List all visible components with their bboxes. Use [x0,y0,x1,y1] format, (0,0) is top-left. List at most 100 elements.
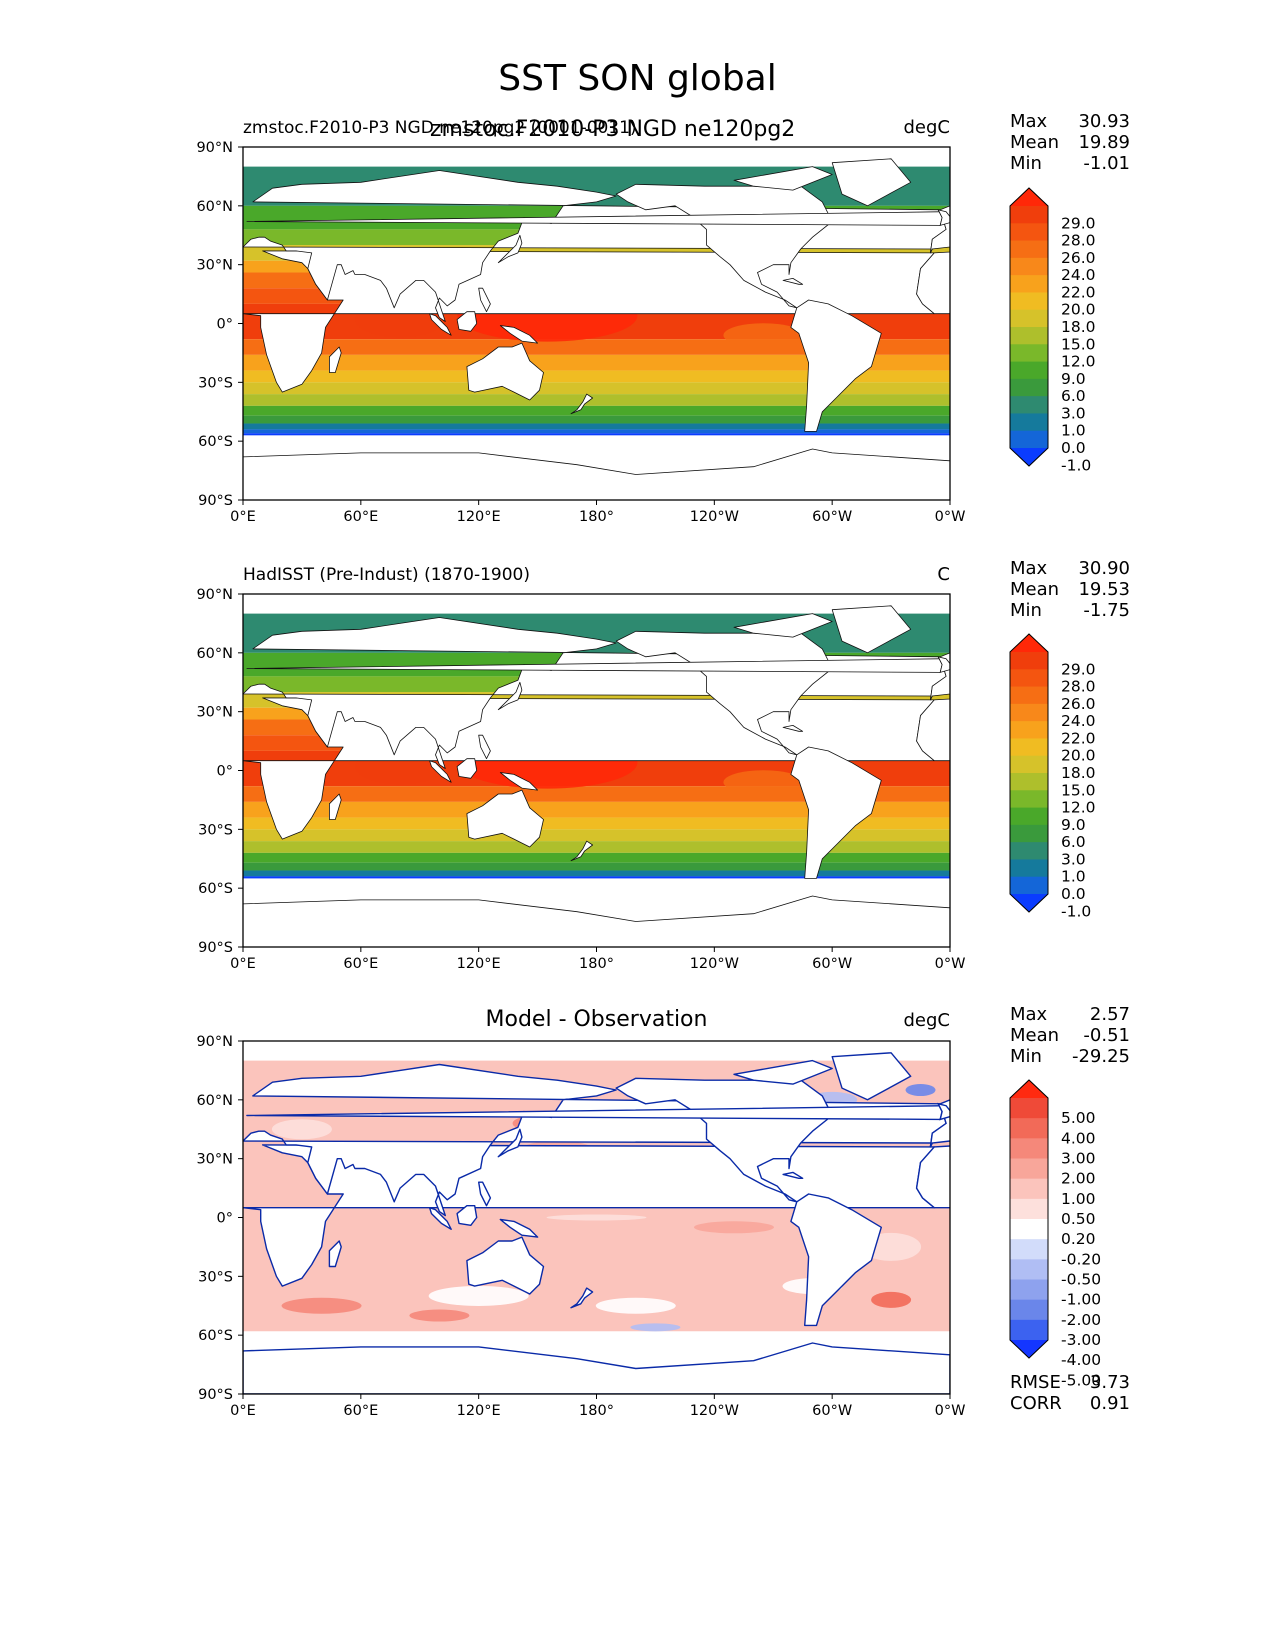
y-tick-label: 90°N [196,140,233,156]
colorbar-segment [1010,773,1048,791]
x-tick-label: 60°W [812,956,852,972]
landmass-borneo [456,758,478,779]
landmass-cuba [782,725,804,732]
colorbar-segment [1010,738,1048,757]
colorbar-label: 20.0 [1061,747,1096,765]
colorbar-segment [1010,876,1048,895]
colorbar-label: 4.00 [1061,1129,1096,1147]
landmass-australia [466,1236,545,1295]
rmse-label: RMSE [1010,1372,1061,1393]
colorbar-label: -1.00 [1061,1291,1101,1309]
panel1-title-left: zmstoc.F2010-P3 NGD ne120pg2 (0001-0011) [243,118,637,138]
colorbar-label: 28.0 [1061,678,1096,696]
landmass-africa-wrap [916,251,950,315]
x-tick-label: 120°W [690,1403,739,1419]
panel1-units: degC [903,117,951,138]
colorbar-label: 20.0 [1061,301,1096,319]
colorbar-segment [1010,1299,1048,1321]
colorbar-extend-min [1010,894,1048,912]
colorbar-segment [1010,755,1048,774]
colorbar-segment [1010,721,1048,739]
x-tick-label: 120°W [690,956,739,972]
colorbar-label: 1.0 [1061,868,1086,886]
panel1-mean-value: 19.89 [1078,132,1130,153]
diff-anomaly-5 [595,1297,676,1314]
y-tick-label: 0° [217,764,233,780]
panel3-title: Model - Observation [485,1007,708,1032]
colorbar-label: -0.50 [1061,1271,1101,1289]
colorbar-segment [1010,1198,1048,1220]
landmass-uk-wrap [937,656,950,673]
panel2-max-value: 30.90 [1078,558,1130,579]
x-tick-label: 120°E [457,509,501,525]
colorbar-outline [1009,187,1049,467]
x-tick-label: 0°W [935,1403,966,1419]
y-tick-label: 90°N [196,587,233,603]
panel1-min-value: -1.01 [1083,153,1130,174]
colorbar-segment [1010,824,1048,843]
landmass-new-zealand [570,840,593,862]
colorbar-segment [1010,292,1048,311]
sst-band-9 [243,354,950,371]
landmass-greenland [831,1052,912,1101]
sst-band-11 [243,829,950,842]
colorbar-segment [1010,413,1048,432]
panel2-units: C [937,564,950,585]
landmass-japan [497,681,523,711]
landmass-africa-wrap [916,698,950,762]
y-tick-label: 60°S [198,434,233,450]
colorbar-label: 15.0 [1061,335,1096,353]
sst-band-13 [243,852,950,863]
landmass-greenland [831,158,912,207]
sst-band-13 [243,405,950,416]
y-tick-label: 30°S [198,822,233,838]
colorbar-label: -1.0 [1061,902,1091,920]
x-tick-label: 180° [579,1403,614,1419]
y-tick-label: 60°S [198,881,233,897]
colorbar-segment [1010,686,1048,705]
x-tick-label: 120°E [457,1403,501,1419]
colorbar-extend-max [1010,1080,1048,1098]
corr-label: CORR [1010,1393,1062,1414]
landmass-africa-wrap [915,1145,950,1209]
landmass-new-guinea [499,325,538,344]
figure-title: SST SON global [498,58,777,99]
colorbar-label: 22.0 [1061,283,1096,301]
sst-band-ice-edge [243,876,950,879]
x-tick-label: 60°W [812,1403,852,1419]
y-tick-label: 60°S [198,1328,233,1344]
cold-tongue [723,770,804,795]
colorbar-segment [1010,807,1048,826]
colorbar-label: -3.00 [1061,1331,1101,1349]
landmass-antarctica [243,448,950,500]
panel1-max-label: Max [1010,111,1048,132]
panel3-max-label: Max [1010,1004,1048,1025]
colorbar-segment [1010,669,1048,687]
map-panel-1: 0°E 60°E 120°E 180° 120°W 60°W 0°W 90°N 60°N 30°N… [196,140,1096,525]
colorbar-label: 26.0 [1061,695,1096,713]
colorbar-label: 9.0 [1061,816,1086,834]
landmass-eurasia-wrap [930,205,950,254]
y-tick-label: 60°N [196,646,233,662]
landmass-philippines [478,1181,492,1207]
colorbar-segment [1010,790,1048,808]
colorbar-segment [1010,396,1048,414]
colorbar-label: 6.0 [1061,387,1086,405]
landmass-uk-wrap [936,1102,950,1121]
landmass-japan [497,1128,523,1158]
x-tick-label: 60°W [812,509,852,525]
panel3-min-value: -29.25 [1071,1046,1130,1067]
colorbar-label: 2.00 [1061,1170,1096,1188]
y-tick-label: 90°S [198,493,233,509]
colorbar-label: 12.0 [1061,353,1096,371]
colorbar-segment [1010,859,1048,878]
colorbar-label: 0.20 [1061,1230,1096,1248]
y-tick-label: 30°N [196,258,233,274]
colorbar-label: 18.0 [1061,318,1096,336]
map-panel-2: 0°E 60°E 120°E 180° 120°W 60°W 0°W 90°N 60°N 30°N… [196,587,1096,972]
panel1-mean-label: Mean [1010,132,1060,153]
landmass-japan [497,234,523,264]
colorbar-label: 12.0 [1061,799,1096,817]
colorbar-segment [1010,1118,1048,1139]
sst-band-12 [243,841,950,853]
